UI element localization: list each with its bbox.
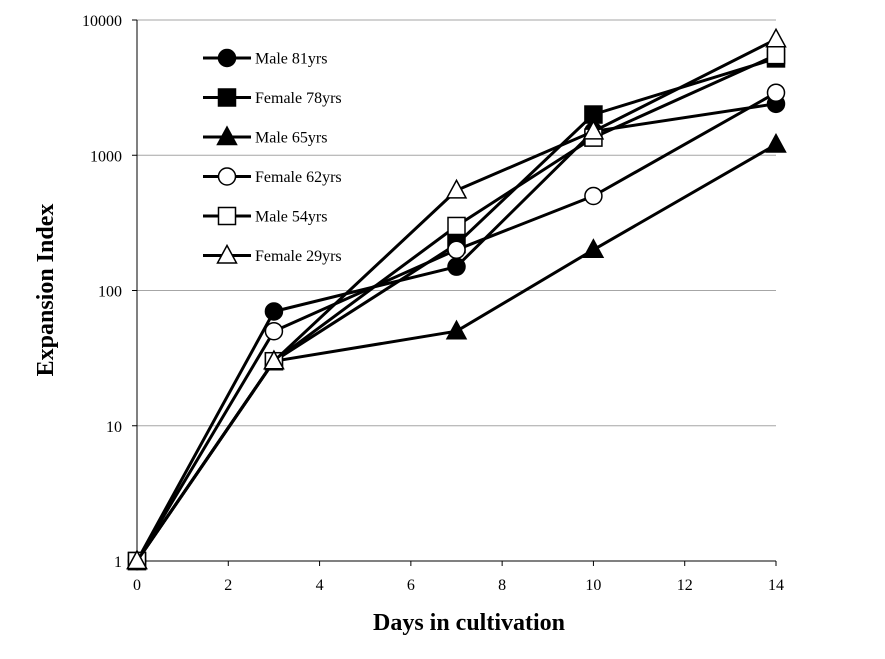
legend-label: Male 81yrs bbox=[255, 51, 327, 68]
legend-item: Male 81yrs bbox=[203, 48, 327, 68]
legend-item: Male 65yrs bbox=[203, 125, 327, 147]
series-group bbox=[126, 132, 787, 570]
x-tick-label: 0 bbox=[133, 577, 141, 594]
x-tick-label: 14 bbox=[768, 577, 784, 594]
legend-label: Female 78yrs bbox=[255, 90, 342, 107]
data-series bbox=[126, 27, 787, 571]
data-point bbox=[765, 27, 787, 48]
legend: Male 81yrs Female 78yrs Male 65yrs Female 6… bbox=[203, 48, 342, 265]
x-axis-title: Days in cultivation bbox=[373, 610, 565, 636]
legend-label: Female 29yrs bbox=[255, 248, 342, 265]
data-point bbox=[217, 167, 237, 186]
series-line bbox=[135, 53, 777, 562]
x-tick-labels: 0 2 4 6 8 10 12 14 bbox=[133, 577, 784, 594]
data-point bbox=[445, 319, 468, 340]
data-point bbox=[217, 206, 237, 226]
x-tick-label: 8 bbox=[498, 577, 506, 594]
x-tick-label: 2 bbox=[224, 577, 232, 594]
data-point bbox=[582, 119, 605, 140]
legend-label: Male 54yrs bbox=[255, 209, 327, 226]
series-group bbox=[127, 45, 786, 571]
y-tick-labels: 1 10 100 1000 10000 bbox=[82, 13, 122, 571]
data-point bbox=[447, 216, 466, 236]
series-group bbox=[126, 27, 787, 570]
data-point bbox=[216, 243, 238, 264]
y-tick-label: 10 bbox=[106, 419, 122, 436]
x-tick-label: 6 bbox=[407, 577, 415, 594]
data-point bbox=[263, 349, 285, 370]
data-point bbox=[584, 186, 603, 206]
data-point bbox=[264, 321, 284, 341]
data-point bbox=[766, 83, 786, 102]
legend-label: Female 62yrs bbox=[255, 169, 342, 186]
legend-label: Male 65yrs bbox=[255, 130, 327, 147]
data-point bbox=[217, 88, 237, 107]
legend-item: Female 78yrs bbox=[203, 88, 342, 107]
x-tick-label: 12 bbox=[677, 577, 693, 594]
data-point bbox=[765, 132, 787, 153]
y-tick-label: 1000 bbox=[90, 148, 122, 165]
y-tick-label: 1 bbox=[114, 554, 122, 571]
data-point bbox=[126, 549, 148, 570]
data-point bbox=[447, 257, 466, 276]
x-tick-label: 10 bbox=[585, 577, 601, 594]
data-point bbox=[447, 240, 466, 260]
data-point bbox=[766, 45, 786, 65]
data-point bbox=[216, 125, 238, 146]
data-point bbox=[217, 48, 237, 68]
legend-item: Female 62yrs bbox=[203, 167, 342, 186]
legend-item: Female 29yrs bbox=[203, 243, 342, 265]
series-line bbox=[135, 56, 777, 562]
data-point bbox=[264, 302, 284, 321]
y-tick-label: 100 bbox=[98, 284, 122, 301]
data-point bbox=[582, 238, 605, 259]
data-point bbox=[445, 178, 468, 199]
legend-item: Male 54yrs bbox=[203, 206, 327, 226]
y-axis-title: Expansion Index bbox=[33, 204, 59, 377]
x-tick-label: 4 bbox=[316, 577, 324, 594]
y-tick-label: 10000 bbox=[82, 13, 122, 30]
